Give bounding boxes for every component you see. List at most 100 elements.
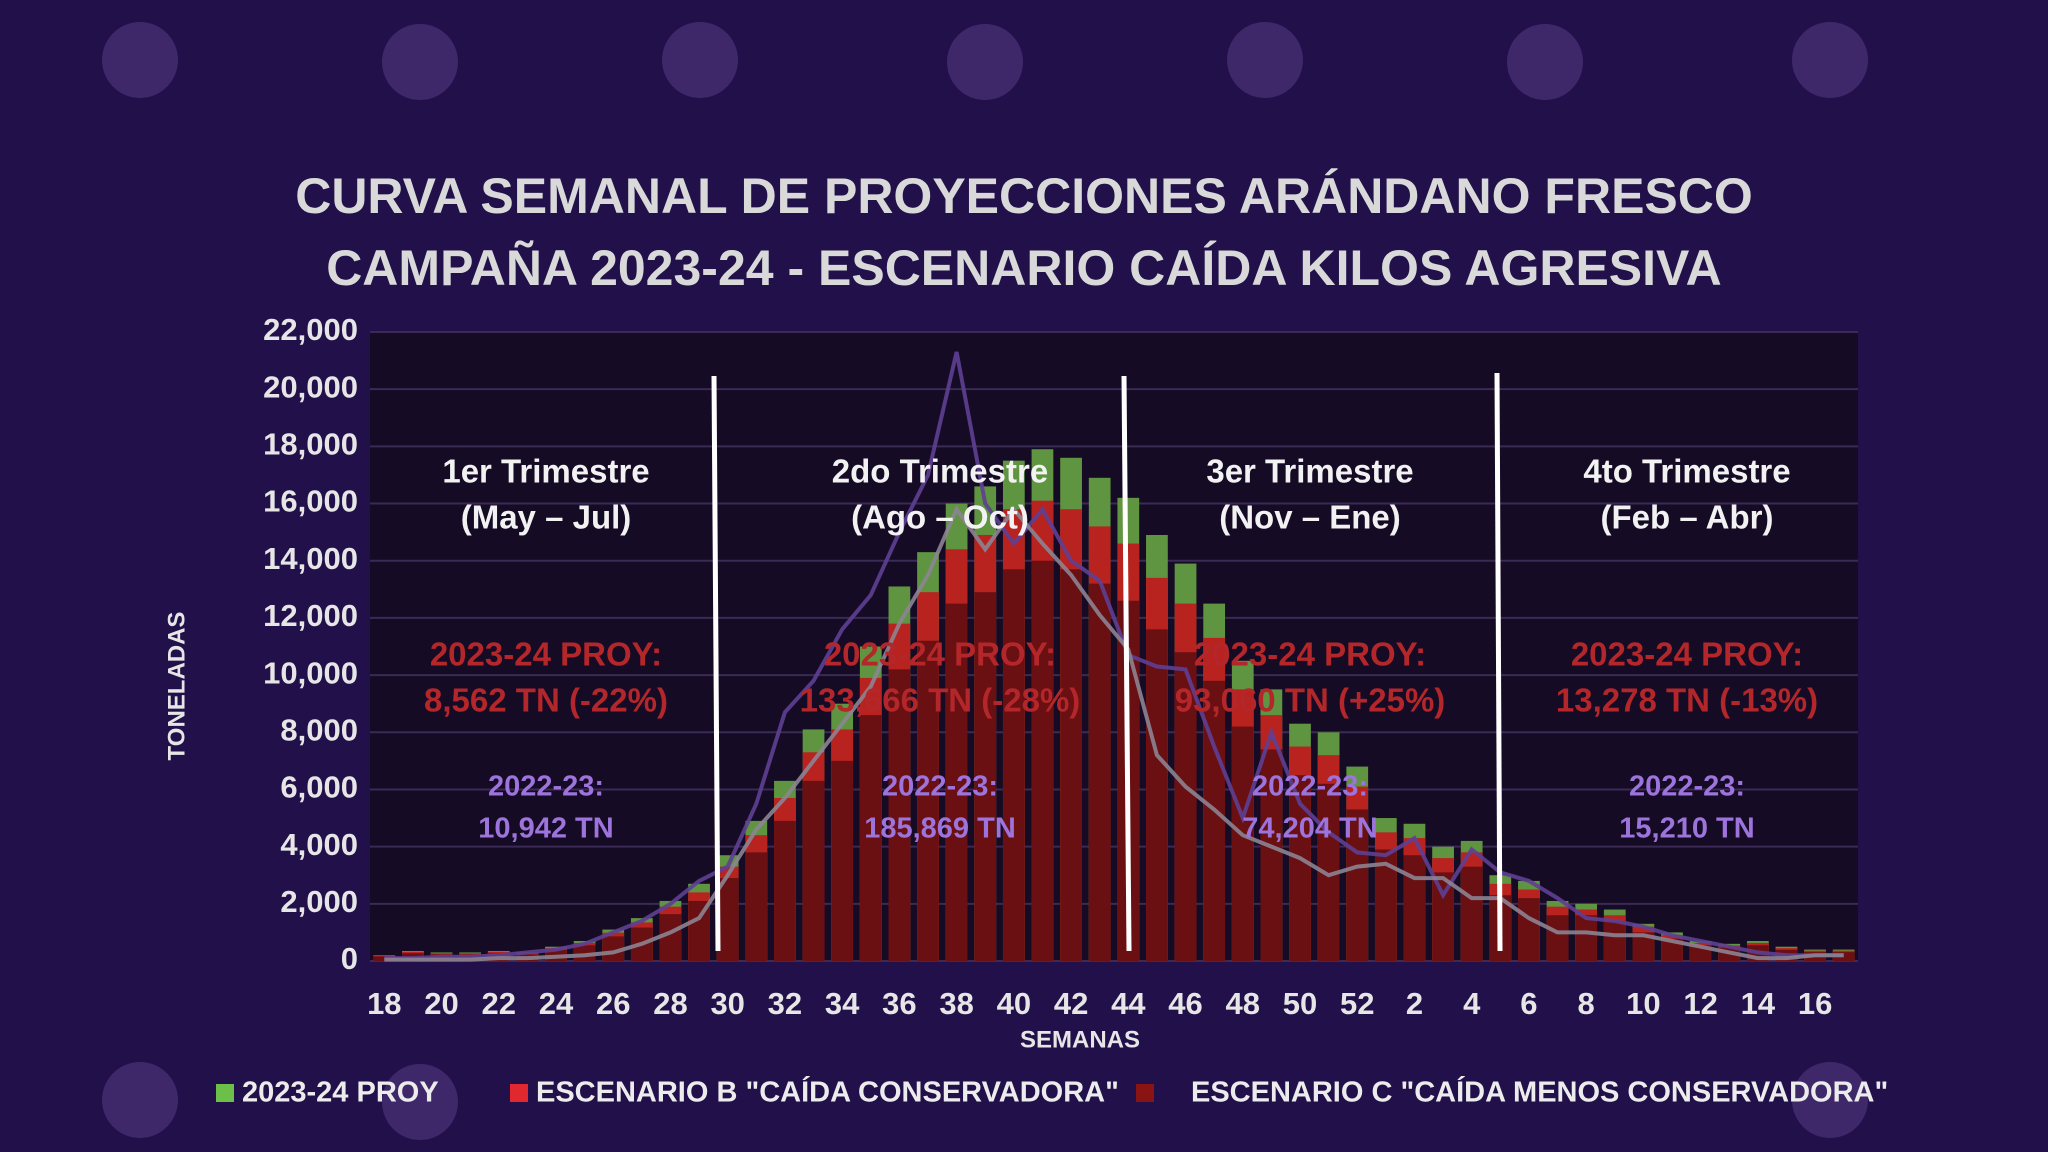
x-tick-label: 34 xyxy=(825,986,860,1021)
x-tick-label: 6 xyxy=(1520,986,1537,1021)
y-tick-label: 0 xyxy=(341,941,358,976)
x-tick-label: 44 xyxy=(1111,986,1146,1021)
bar xyxy=(688,900,710,961)
x-tick-label: 48 xyxy=(1226,986,1260,1021)
prev-value: 74,204 TN xyxy=(1242,813,1377,845)
bar xyxy=(945,603,968,961)
bar xyxy=(745,852,768,961)
x-tick-label: 42 xyxy=(1054,986,1088,1021)
bar xyxy=(1031,560,1054,961)
prev-label: 2022-23: xyxy=(1629,771,1745,803)
quarter-period: (Ago – Oct) xyxy=(851,499,1029,536)
proy-value: 93,060 TN (+25%) xyxy=(1175,682,1446,719)
x-tick-label: 18 xyxy=(367,986,401,1021)
y-tick-label: 18,000 xyxy=(263,427,358,462)
bar xyxy=(1060,569,1082,961)
y-tick-label: 10,000 xyxy=(263,655,358,690)
bar xyxy=(831,760,854,961)
line-series xyxy=(384,505,1844,962)
line-series xyxy=(384,351,1844,961)
legend: 2023-24 PROY ESCENARIO B "CAÍDA CONSERVAD… xyxy=(216,1075,1888,1109)
proy-label: 2023-24 PROY: xyxy=(1571,636,1803,673)
bar xyxy=(917,640,939,961)
x-tick-label: 26 xyxy=(596,986,630,1021)
quarter-label: 4to Trimestre xyxy=(1583,453,1790,490)
x-tick-label: 2 xyxy=(1406,986,1423,1021)
y-tick-label: 2,000 xyxy=(280,884,358,919)
proy-label: 2023-24 PROY: xyxy=(1194,636,1426,673)
prev-value: 10,942 TN xyxy=(478,813,613,845)
proy-value: 13,278 TN (-13%) xyxy=(1556,682,1818,719)
x-tick-label: 10 xyxy=(1626,986,1660,1021)
chart-title: CURVA SEMANAL DE PROYECCIONES ARÁNDANO F… xyxy=(295,168,1753,224)
bar xyxy=(1575,915,1598,961)
x-tick-label: 22 xyxy=(482,986,516,1021)
chart-title: CAMPAÑA 2023-24 - ESCENARIO CAÍDA KILOS … xyxy=(326,240,1722,296)
quarter-label: 2do Trimestre xyxy=(832,453,1048,490)
bar xyxy=(1374,849,1397,961)
bar xyxy=(1289,775,1311,961)
y-tick-label: 8,000 xyxy=(280,712,358,747)
y-axis-title: TONELADAS xyxy=(163,612,190,761)
bar xyxy=(888,669,911,961)
bar xyxy=(1546,915,1569,961)
x-tick-label: 20 xyxy=(424,986,458,1021)
x-tick-label: 12 xyxy=(1683,986,1717,1021)
legend-label: ESCENARIO B "CAÍDA CONSERVADORA" xyxy=(536,1075,1119,1109)
x-tick-label: 28 xyxy=(653,986,687,1021)
proy-label: 2023-24 PROY: xyxy=(824,636,1056,673)
quarter-period: (May – Jul) xyxy=(461,499,632,536)
prev-value: 185,869 TN xyxy=(864,813,1016,845)
bar xyxy=(1260,749,1283,961)
bar xyxy=(1403,855,1426,961)
quarter-label: 3er Trimestre xyxy=(1206,453,1413,490)
x-tick-label: 30 xyxy=(710,986,744,1021)
x-tick-label: 46 xyxy=(1168,986,1202,1021)
x-tick-label: 4 xyxy=(1463,986,1481,1021)
proy-value: 8,562 TN (-22%) xyxy=(424,682,668,719)
prev-label: 2022-23: xyxy=(882,771,998,803)
x-tick-label: 8 xyxy=(1578,986,1595,1021)
bar xyxy=(1460,866,1483,961)
x-tick-label: 24 xyxy=(539,986,574,1021)
y-tick-label: 12,000 xyxy=(263,598,358,633)
bar xyxy=(1146,629,1168,961)
prev-value: 15,210 TN xyxy=(1619,813,1754,845)
x-tick-label: 40 xyxy=(997,986,1031,1021)
bar xyxy=(1518,898,1540,961)
quarter-dividers xyxy=(711,372,1503,952)
legend-swatch xyxy=(510,1084,528,1102)
bar xyxy=(802,780,825,961)
x-tick-label: 32 xyxy=(768,986,802,1021)
x-tick-label: 16 xyxy=(1798,986,1832,1021)
x-tick-label: 50 xyxy=(1283,986,1317,1021)
x-tick-label: 38 xyxy=(939,986,973,1021)
proy-value: 133,666 TN (-28%) xyxy=(800,682,1081,719)
bar xyxy=(716,878,739,961)
y-tick-label: 4,000 xyxy=(280,827,358,862)
y-tick-label: 16,000 xyxy=(263,484,358,519)
legend-label: ESCENARIO C "CAÍDA MENOS CONSERVADORA" xyxy=(1191,1075,1888,1109)
y-tick-label: 20,000 xyxy=(263,369,358,404)
legend-swatch xyxy=(1136,1084,1154,1102)
bar xyxy=(1231,726,1254,961)
x-tick-label: 14 xyxy=(1741,986,1776,1021)
bar xyxy=(1632,932,1655,961)
x-tick-label: 52 xyxy=(1340,986,1374,1021)
bar xyxy=(774,820,796,961)
bar xyxy=(974,592,997,961)
quarter-period: (Feb – Abr) xyxy=(1601,499,1774,536)
quarter-period: (Nov – Ene) xyxy=(1219,499,1401,536)
y-tick-label: 14,000 xyxy=(263,541,358,576)
y-tick-label: 22,000 xyxy=(263,312,358,347)
prev-label: 2022-23: xyxy=(488,771,604,803)
plot-area xyxy=(370,332,1858,961)
marks xyxy=(370,331,1858,962)
bar xyxy=(1661,938,1683,961)
x-axis-title: SEMANAS xyxy=(1020,1026,1140,1053)
prev-label: 2022-23: xyxy=(1252,771,1368,803)
y-tick-label: 6,000 xyxy=(280,770,358,805)
bar xyxy=(1002,569,1025,961)
x-tick-label: 36 xyxy=(882,986,916,1021)
